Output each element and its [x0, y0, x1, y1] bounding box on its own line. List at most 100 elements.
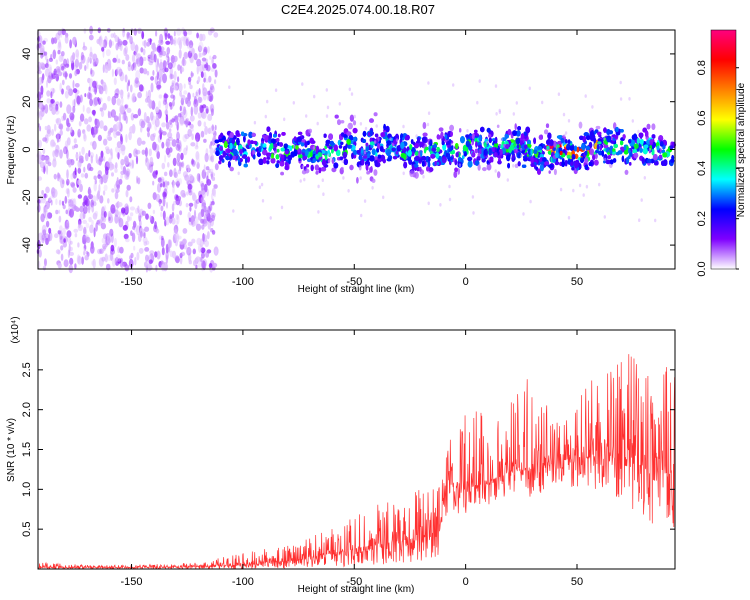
spectrogram-cell: [119, 104, 125, 114]
spectrogram-cell: [494, 136, 498, 145]
spectrogram-cell: [315, 170, 319, 175]
spectrogram-cell: [200, 71, 204, 78]
spectrogram-cell: [45, 237, 49, 245]
spectrogram-cell: [426, 166, 430, 172]
spectrogram-cell: [136, 225, 141, 236]
spectrogram-cell: [187, 164, 190, 173]
spectrogram-cell: [72, 105, 76, 114]
spectrogram-cell: [65, 118, 70, 127]
spectrogram-cell: [190, 56, 194, 62]
spectrogram-cell: [73, 98, 76, 108]
spectrogram-cell: [197, 76, 201, 83]
spectrogram-cell: [107, 130, 112, 137]
spectrogram-cell: [137, 205, 140, 213]
spectrogram-cell: [173, 167, 177, 178]
spectrogram-cell: [368, 167, 373, 173]
spectrogram-cell: [284, 165, 289, 171]
spectrogram-cell: [486, 163, 492, 171]
spectrogram-cell: [321, 158, 327, 166]
spectrogram-cell: [252, 149, 256, 155]
spectrogram-cell: [197, 45, 203, 53]
spectrogram-cell: [103, 205, 107, 212]
spectrogram-cell: [546, 145, 550, 150]
spectrogram-cell: [69, 39, 72, 49]
spectrogram-cell: [123, 233, 129, 240]
spectrogram-cell: [65, 209, 68, 215]
spectrogram-cell: [83, 131, 86, 140]
spectrogram-cell: [218, 155, 224, 161]
spectrogram-cell: [474, 148, 478, 154]
spectrogram-cell: [101, 46, 105, 52]
spectrogram-cell: [329, 140, 334, 147]
spectrogram-cell: [187, 183, 193, 190]
spectrogram-cell: [211, 56, 214, 65]
spectrogram-cell: [143, 241, 148, 246]
spectrogram-cell: [187, 76, 192, 83]
spectrogram-cell: [95, 222, 98, 232]
spectrogram-cell: [47, 212, 53, 219]
spectrogram-cell: [183, 90, 188, 95]
spectrogram-cell: [112, 57, 117, 63]
spectrogram-cell: [373, 112, 378, 117]
spectrogram-cell: [195, 264, 198, 270]
spectrogram-cell: [198, 243, 202, 253]
spectrogram-cell: [103, 138, 108, 146]
spectrogram-cell: [99, 195, 104, 204]
spectrogram-cell: [488, 137, 492, 144]
spectrogram-cell: [455, 152, 460, 158]
spectrogram-cell: [106, 161, 111, 168]
spectrogram-cell: [41, 238, 45, 244]
spectrogram-cell: [245, 157, 248, 164]
spectrogram-cell: [196, 58, 202, 67]
spectrogram-cell: [149, 38, 152, 45]
spectrogram-cell: [612, 148, 616, 152]
spectrogram-cell: [39, 161, 45, 169]
spectrogram-cell: [163, 93, 169, 99]
spectrogram-cell: [129, 212, 134, 217]
spectrogram-cell: [138, 247, 144, 254]
spectrogram-cell: [49, 66, 53, 75]
spectrogram-cell: [84, 65, 87, 71]
spectrogram-cell: [46, 80, 48, 88]
spectrogram-cell: [115, 261, 120, 266]
spectrogram-cell: [588, 141, 593, 149]
spectrogram-cell: [596, 144, 600, 151]
spectrogram-cell: [530, 162, 535, 167]
spectrogram-cell: [204, 152, 209, 163]
spectrogram-cell: [544, 129, 549, 135]
spectrogram-cell: [37, 139, 42, 149]
spectrogram-cell: [669, 145, 674, 150]
spectrogram-cell: [99, 120, 104, 129]
spectrogram-cell: [203, 164, 206, 173]
spectrogram-cell: [237, 156, 240, 163]
spectrogram-cell: [179, 240, 185, 245]
spectrogram-cell: [193, 53, 198, 61]
spectrogram-cell: [54, 109, 60, 115]
spectrogram-cell: [280, 147, 285, 152]
spectrogram-cell: [69, 257, 74, 265]
spectrogram-cell: [169, 213, 173, 220]
spectrogram-cell: [305, 129, 311, 137]
spectrogram-cell: [412, 172, 417, 178]
spectrogram-cell: [176, 138, 180, 144]
spectrogram-cell: [193, 104, 199, 115]
spectrogram-cell: [191, 158, 194, 165]
spectrogram-cell: [37, 36, 41, 42]
spectrogram-cell: [155, 106, 160, 114]
spectrogram-cell: [111, 95, 117, 106]
spectrogram-cell: [77, 159, 82, 169]
spectrogram-cell: [107, 215, 114, 224]
spectrogram-cell: [124, 74, 128, 83]
spectrogram-cell: [65, 85, 71, 91]
spectrogram-cell: [189, 115, 195, 122]
spectrogram-cell: [564, 139, 568, 144]
spectrogram-cell: [578, 121, 583, 129]
spectrogram-cell: [77, 167, 82, 174]
spectrogram-cell: [362, 130, 367, 137]
spectrogram-cell: [55, 198, 58, 205]
spectrogram-cell: [69, 208, 74, 218]
spectrogram-cell: [66, 137, 71, 146]
spectrogram-cell: [142, 56, 147, 62]
spectrogram-cell: [203, 77, 206, 83]
spectrogram-cell: [205, 251, 210, 258]
